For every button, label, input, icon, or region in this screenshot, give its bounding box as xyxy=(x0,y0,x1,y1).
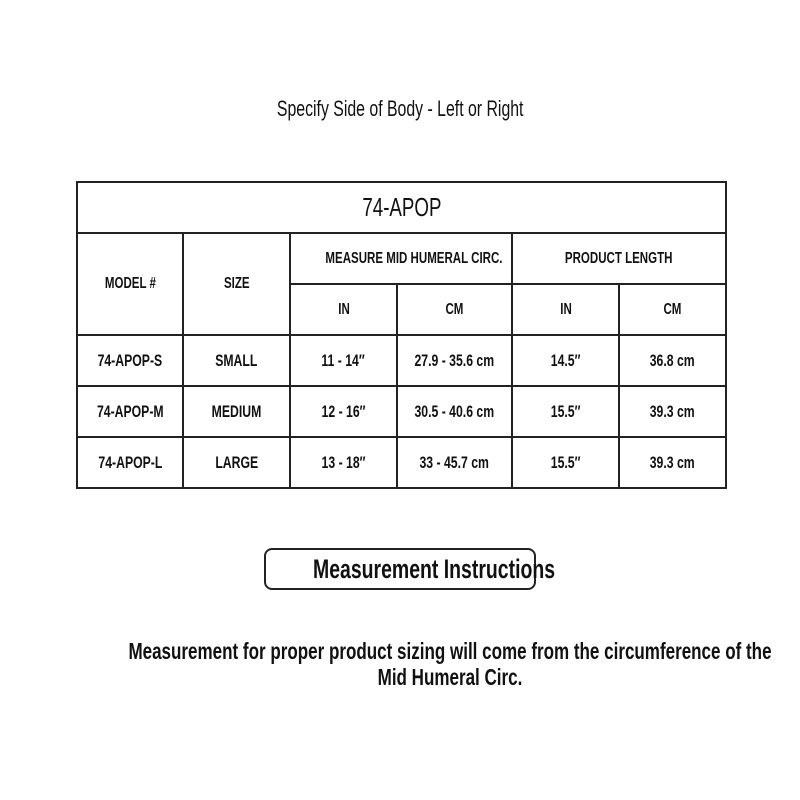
header-size: SIZE xyxy=(182,232,291,336)
size-chart-table: 74-APOP MODEL # SIZE MEASURE MID HUMERAL… xyxy=(75,181,728,489)
header-in: IN xyxy=(289,283,398,336)
table-row: 74-APOP-S SMALL 11 - 14″ 27.9 - 35.6 cm … xyxy=(76,334,728,387)
header-cm: CM xyxy=(617,283,728,336)
table-row: 74-APOP-L LARGE 13 - 18″ 33 - 45.7 cm 15… xyxy=(76,436,728,489)
instructions-text: Measurement for proper product sizing wi… xyxy=(128,638,772,690)
header-length: PRODUCT LENGTH xyxy=(510,232,728,285)
header-model: MODEL # xyxy=(76,232,184,336)
cell-size: LARGE xyxy=(182,436,291,489)
cell-length-in: 15.5″ xyxy=(511,385,620,438)
cell-size: SMALL xyxy=(182,334,291,387)
cell-model: 74-APOP-S xyxy=(76,334,184,387)
header-measure: MEASURE MID HUMERAL CIRC. xyxy=(289,232,513,285)
cell-measure-cm: 27.9 - 35.6 cm xyxy=(396,334,513,387)
cell-measure-cm: 30.5 - 40.6 cm xyxy=(396,385,513,438)
cell-length-in: 15.5″ xyxy=(511,436,620,489)
cell-measure-cm: 33 - 45.7 cm xyxy=(396,436,513,489)
header-in: IN xyxy=(511,283,620,336)
cell-model: 74-APOP-L xyxy=(76,436,184,489)
measurement-instructions-label: Measurement Instructions xyxy=(264,548,555,590)
cell-size: MEDIUM xyxy=(182,385,291,438)
cell-measure-in: 12 - 16″ xyxy=(289,385,398,438)
cell-length-in: 14.5″ xyxy=(511,334,620,387)
cell-length-cm: 39.3 cm xyxy=(617,385,728,438)
cell-length-cm: 39.3 cm xyxy=(617,436,728,489)
cell-model: 74-APOP-M xyxy=(76,385,184,438)
cell-measure-in: 11 - 14″ xyxy=(289,334,398,387)
table-title: 74-APOP xyxy=(75,181,728,234)
page-title: Specify Side of Body - Left or Right xyxy=(276,96,524,121)
table-row: 74-APOP-M MEDIUM 12 - 16″ 30.5 - 40.6 cm… xyxy=(76,385,728,438)
cell-length-cm: 36.8 cm xyxy=(617,334,728,387)
cell-measure-in: 13 - 18″ xyxy=(289,436,398,489)
header-cm: CM xyxy=(396,283,513,336)
